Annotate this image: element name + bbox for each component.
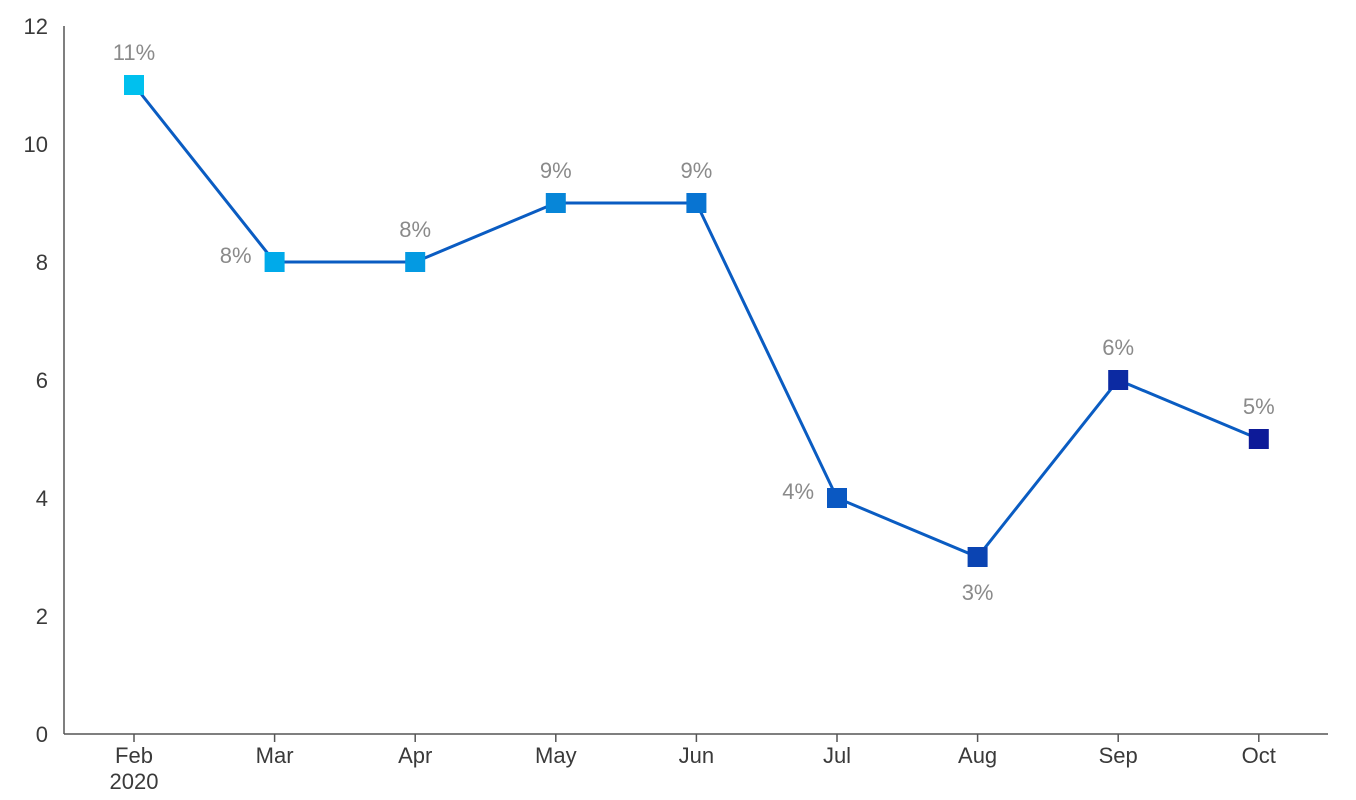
x-tick-sublabel: 2020 [110, 769, 159, 794]
x-tick-label: Apr [398, 743, 432, 768]
y-tick-label: 2 [36, 604, 48, 629]
data-label: 9% [540, 158, 572, 183]
series-line [132, 84, 1260, 559]
data-label: 6% [1102, 335, 1134, 360]
x-tick-label: Oct [1242, 743, 1276, 768]
y-tick-label: 8 [36, 250, 48, 275]
data-point-marker [124, 75, 144, 95]
x-tick-label: Feb [115, 743, 153, 768]
data-label: 4% [782, 479, 814, 504]
data-point-marker [967, 547, 988, 567]
data-point-marker [1108, 370, 1129, 390]
data-labels-group: 11% 8% 8% 9% 9% 4% 3% 6% 5% [113, 40, 1275, 605]
data-label: 8% [220, 243, 252, 268]
y-axis: 0 2 4 6 8 10 12 [24, 14, 65, 747]
data-label: 8% [399, 217, 431, 242]
data-label: 3% [962, 580, 994, 605]
data-point-marker [1248, 429, 1269, 449]
data-point-marker [686, 193, 707, 213]
series-group [124, 75, 1269, 567]
x-tick-label: Jul [823, 743, 851, 768]
y-tick-label: 0 [36, 722, 48, 747]
data-label: 5% [1243, 394, 1275, 419]
data-point-marker [827, 488, 847, 508]
data-point-marker [545, 193, 566, 213]
x-tick-label: Jun [679, 743, 714, 768]
x-tick-label: May [535, 743, 577, 768]
data-point-marker [405, 252, 426, 272]
data-label: 11% [113, 40, 155, 65]
y-tick-label: 12 [24, 14, 48, 39]
y-tick-label: 6 [36, 368, 48, 393]
x-tick-label: Mar [256, 743, 294, 768]
data-point-marker [264, 252, 285, 272]
x-tick-label: Sep [1099, 743, 1138, 768]
data-label: 9% [681, 158, 713, 183]
x-tick-label: Aug [958, 743, 997, 768]
y-tick-label: 10 [24, 132, 48, 157]
y-tick-label: 4 [36, 486, 48, 511]
